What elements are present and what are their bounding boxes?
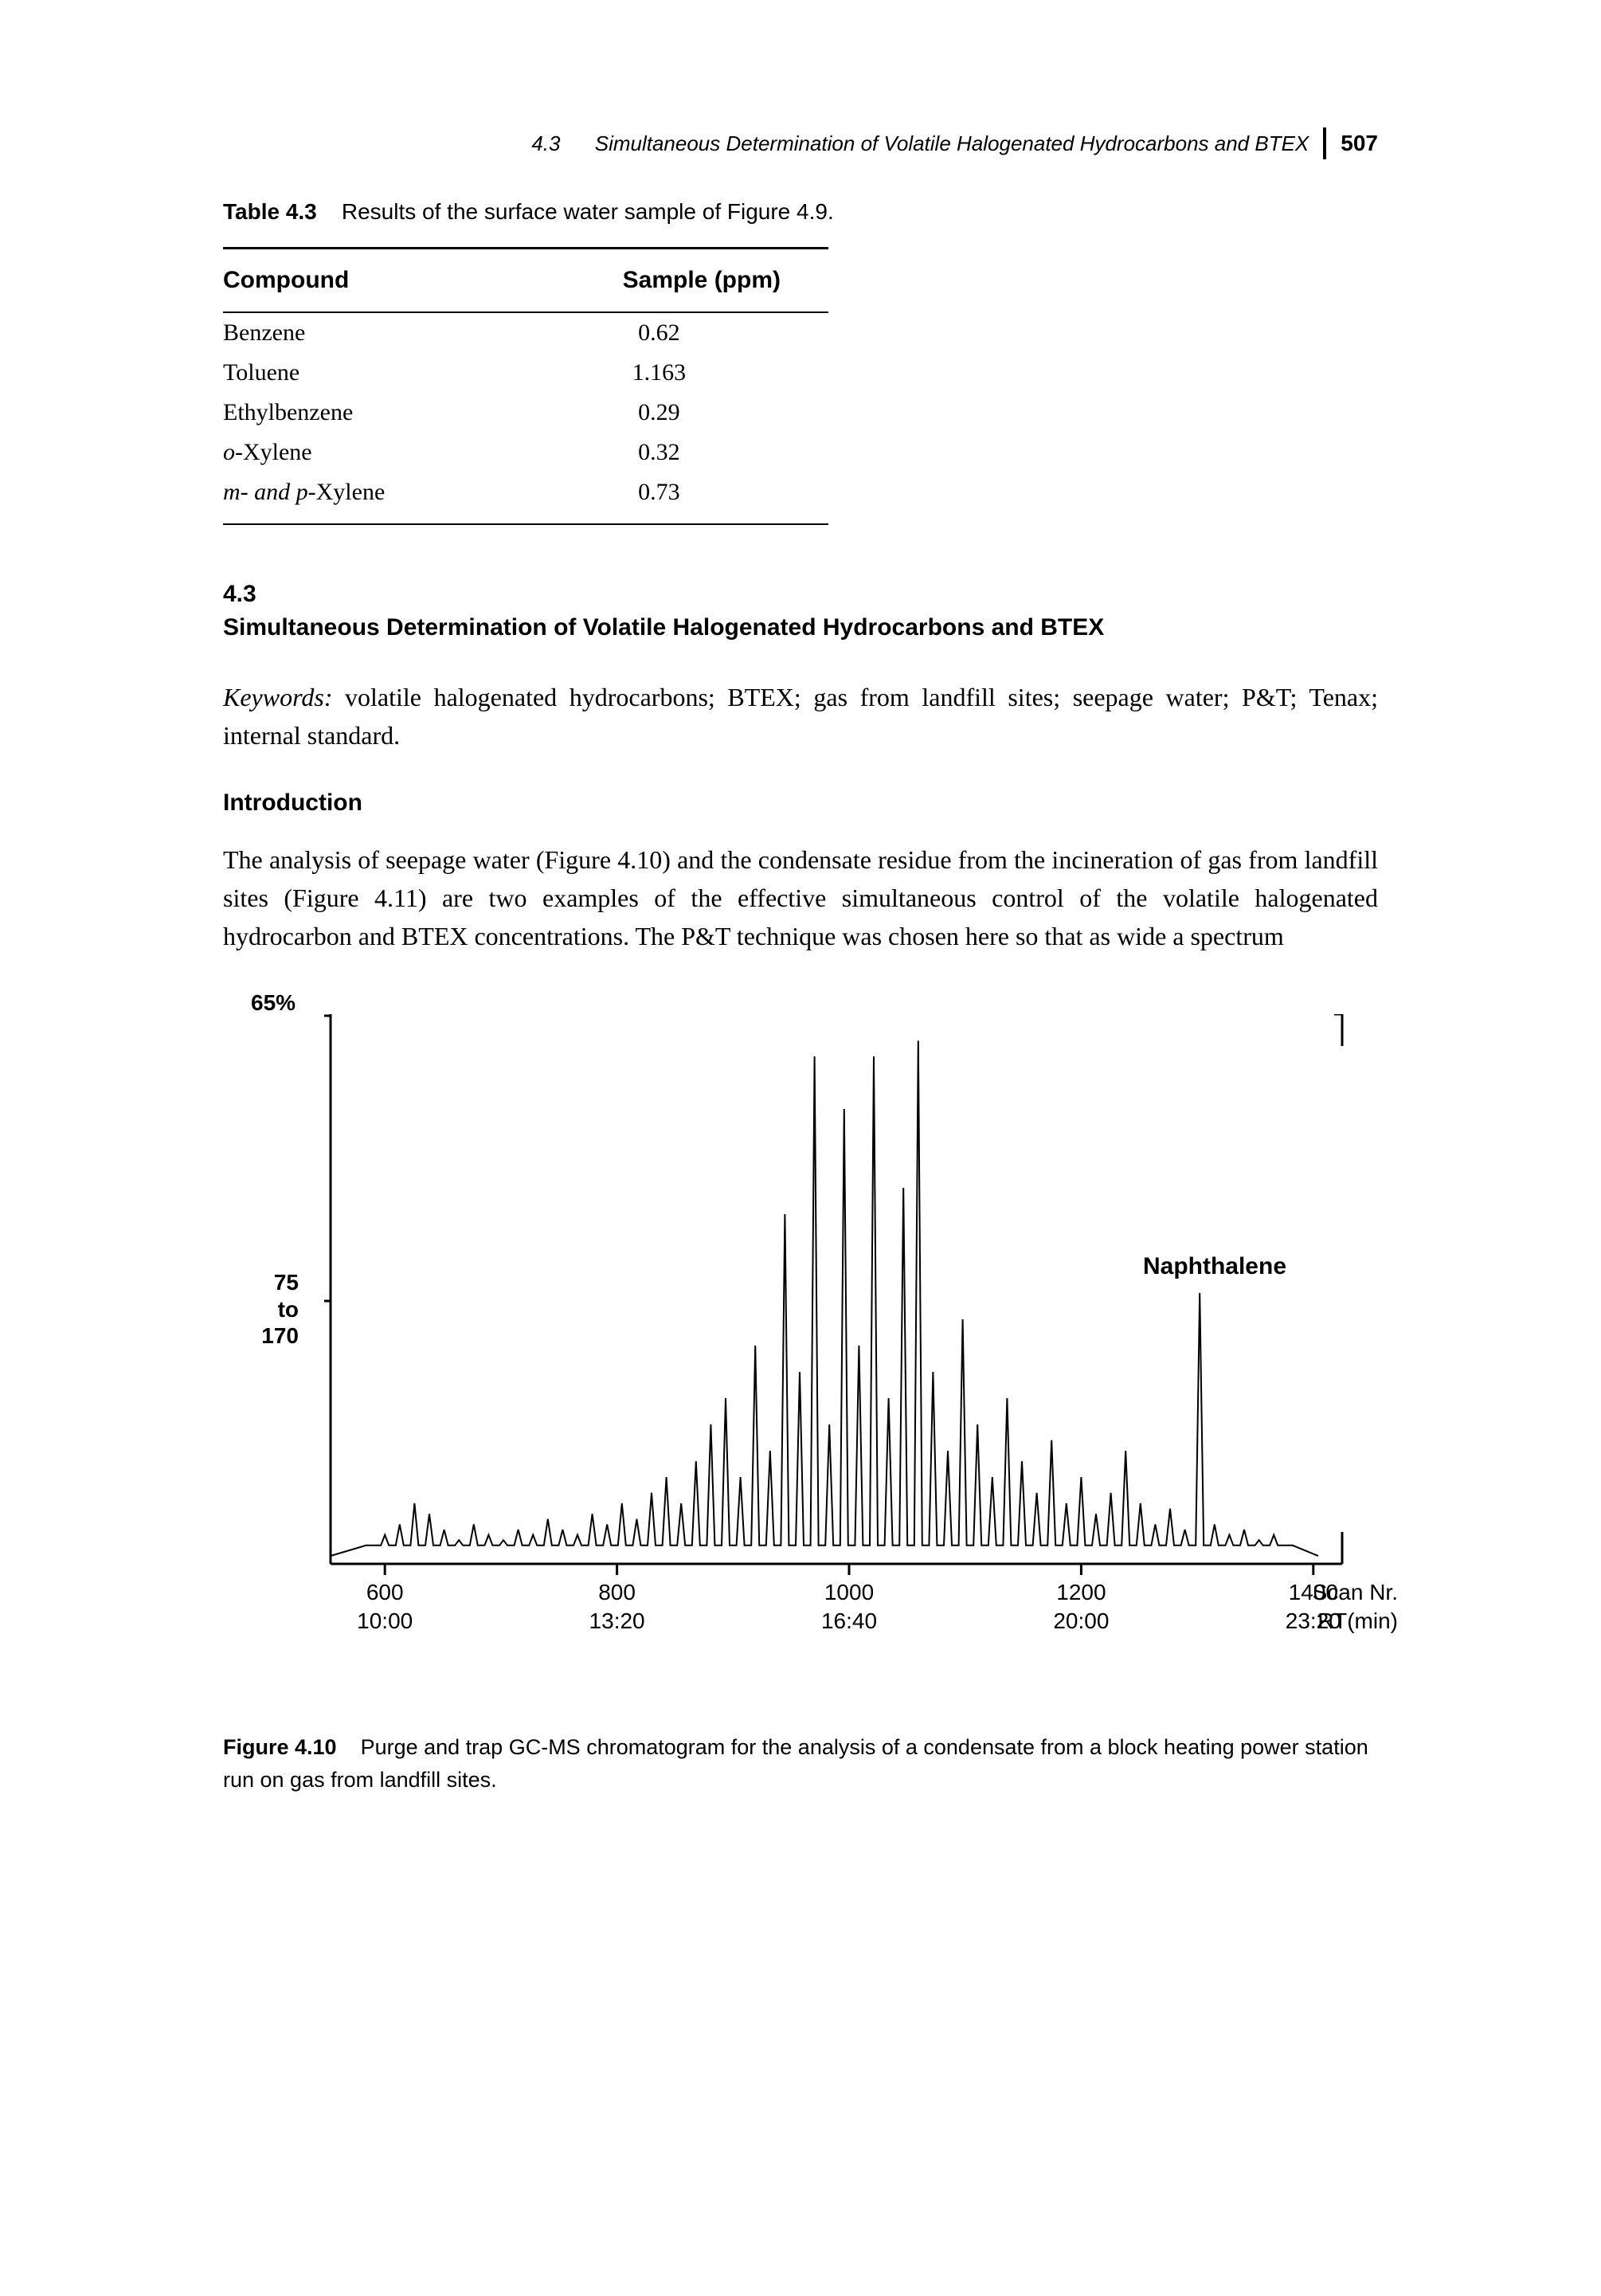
- table-row: Toluene1.163: [223, 353, 828, 393]
- running-header: 4.3 Simultaneous Determination of Volati…: [223, 127, 1378, 159]
- section-number: 4.3: [223, 581, 1378, 608]
- figure-caption: Figure 4.10 Purge and trap GC-MS chromat…: [223, 1731, 1378, 1796]
- cell-value: 0.29: [490, 393, 828, 433]
- cell-compound: o-Xylene: [223, 433, 490, 472]
- page-number: 507: [1341, 131, 1378, 156]
- x-tick-scan: 1200: [1056, 1580, 1106, 1605]
- results-table: Compound Sample (ppm) Benzene0.62Toluene…: [223, 247, 828, 525]
- x-tick-scan: 800: [598, 1580, 636, 1605]
- y-label-mid: 75 to 170: [251, 1269, 299, 1350]
- y-mid-2: 170: [251, 1322, 299, 1350]
- cell-compound: m- and p-Xylene: [223, 472, 490, 524]
- table-row: m- and p-Xylene0.73: [223, 472, 828, 524]
- keywords-paragraph: Keywords: volatile halogenated hydrocarb…: [223, 678, 1378, 754]
- x-tick-rt: 13:20: [589, 1608, 645, 1634]
- x-tick-scan: 600: [366, 1580, 404, 1605]
- chromatogram-svg: [315, 1014, 1350, 1596]
- cell-value: 0.73: [490, 472, 828, 524]
- table-caption-text: Results of the surface water sample of F…: [342, 199, 834, 224]
- section-title: Simultaneous Determination of Volatile H…: [223, 614, 1378, 641]
- keywords-text: volatile halogenated hydrocarbons; BTEX;…: [223, 683, 1378, 750]
- header-title: Simultaneous Determination of Volatile H…: [595, 131, 1309, 156]
- table-row: o-Xylene0.32: [223, 433, 828, 472]
- figure-label: Figure 4.10: [223, 1735, 337, 1759]
- header-section-ref: 4.3: [531, 131, 560, 156]
- table-row: Benzene0.62: [223, 312, 828, 353]
- peak-annotation: Naphthalene: [1143, 1253, 1286, 1280]
- y-mid-0: 75: [251, 1269, 299, 1296]
- y-label-top: 65%: [251, 990, 296, 1016]
- intro-paragraph: The analysis of seepage water (Figure 4.…: [223, 840, 1378, 955]
- table-caption: Table 4.3 Results of the surface water s…: [223, 199, 1378, 225]
- figure-caption-text: Purge and trap GC-MS chromatogram for th…: [223, 1735, 1368, 1792]
- table-row: Ethylbenzene0.29: [223, 393, 828, 433]
- cell-compound: Ethylbenzene: [223, 393, 490, 433]
- header-divider: [1323, 127, 1326, 159]
- cell-value: 0.62: [490, 312, 828, 353]
- col-compound: Compound: [223, 249, 490, 313]
- cell-value: 0.32: [490, 433, 828, 472]
- keywords-label: Keywords:: [223, 683, 332, 711]
- intro-heading: Introduction: [223, 789, 1378, 817]
- x-axis-title-1: RT(min): [1317, 1608, 1398, 1634]
- x-tick-scan: 1000: [824, 1580, 874, 1605]
- x-axis-title-0: Scan Nr.: [1313, 1580, 1398, 1605]
- col-sample: Sample (ppm): [490, 249, 828, 313]
- x-tick-rt: 20:00: [1053, 1608, 1109, 1634]
- table-header-row: Compound Sample (ppm): [223, 249, 828, 313]
- cell-compound: Benzene: [223, 312, 490, 353]
- x-tick-rt: 10:00: [357, 1608, 413, 1634]
- table-label: Table 4.3: [223, 199, 317, 224]
- y-mid-1: to: [251, 1296, 299, 1323]
- cell-value: 1.163: [490, 353, 828, 393]
- x-tick-rt: 16:40: [821, 1608, 877, 1634]
- chromatogram-chart: 65% 75 to 170 Naphthalene 600 10:00 800 13:…: [251, 990, 1350, 1707]
- cell-compound: Toluene: [223, 353, 490, 393]
